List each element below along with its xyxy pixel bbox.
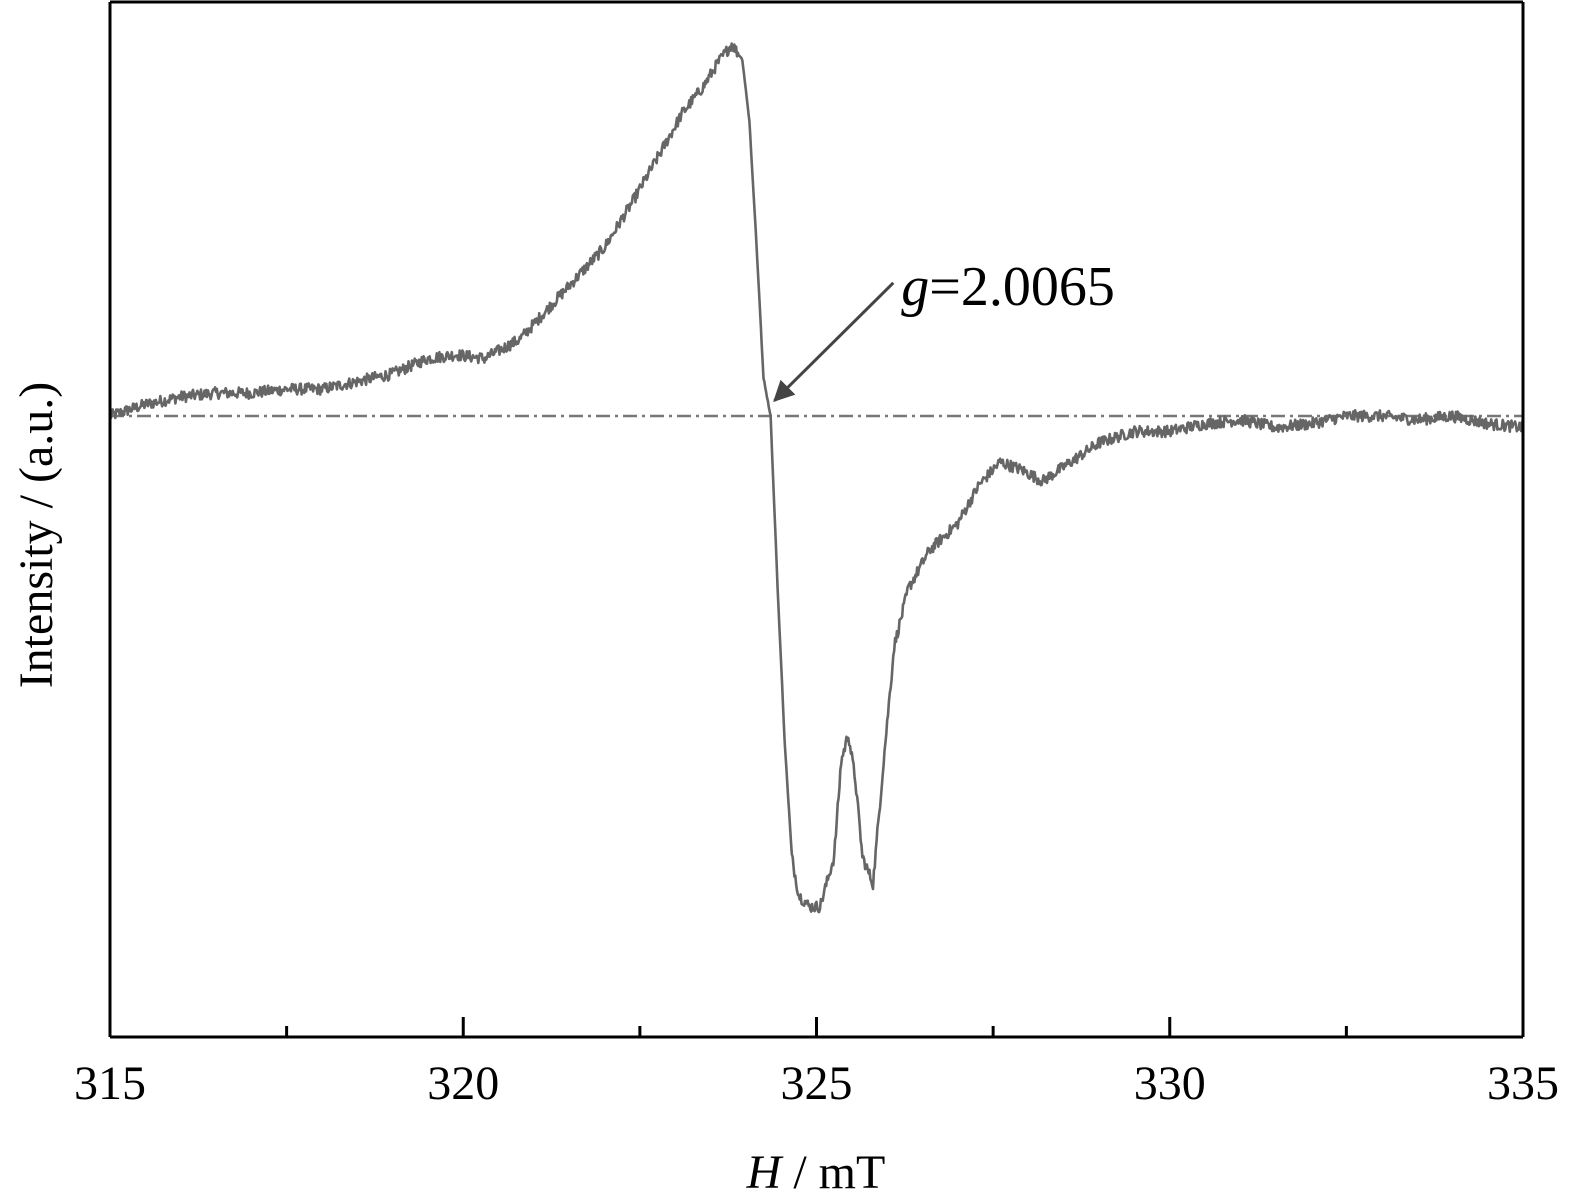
x-tick-label: 335: [1487, 1057, 1559, 1110]
x-tick-label: 330: [1134, 1057, 1206, 1110]
x-axis-title-unit: / mT: [781, 1146, 885, 1199]
g-value-annotation: g=2.0065: [901, 256, 1115, 318]
x-axis-title: H / mT: [746, 1146, 886, 1199]
y-axis-title: Intensity / (a.u.): [10, 382, 63, 689]
x-tick-label: 315: [74, 1057, 146, 1110]
spectrum-line-0: [108, 42, 1525, 914]
g-value: =2.0065: [929, 256, 1115, 318]
x-tick-label: 320: [427, 1057, 499, 1110]
x-axis-title-variable: H: [746, 1146, 784, 1199]
g-symbol: g: [901, 256, 929, 318]
annotation-arrow: [773, 281, 895, 402]
x-tick-label: 325: [781, 1057, 853, 1110]
